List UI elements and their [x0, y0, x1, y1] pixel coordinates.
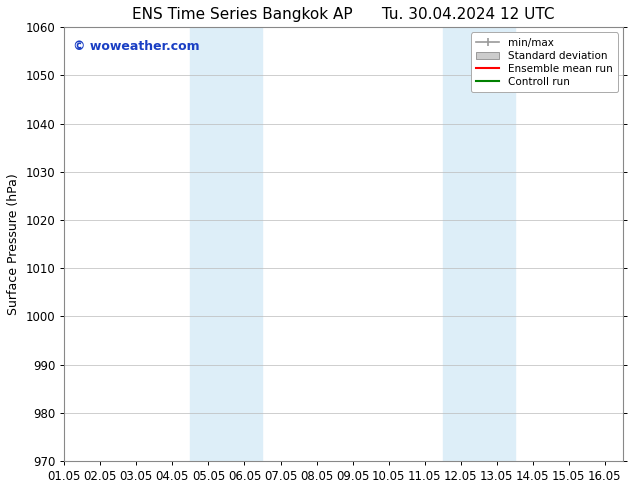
- Text: © woweather.com: © woweather.com: [73, 40, 199, 53]
- Legend: min/max, Standard deviation, Ensemble mean run, Controll run: min/max, Standard deviation, Ensemble me…: [471, 32, 618, 92]
- Title: ENS Time Series Bangkok AP      Tu. 30.04.2024 12 UTC: ENS Time Series Bangkok AP Tu. 30.04.202…: [133, 7, 555, 22]
- Y-axis label: Surface Pressure (hPa): Surface Pressure (hPa): [7, 173, 20, 315]
- Bar: [190, 27, 262, 461]
- Bar: [443, 27, 515, 461]
